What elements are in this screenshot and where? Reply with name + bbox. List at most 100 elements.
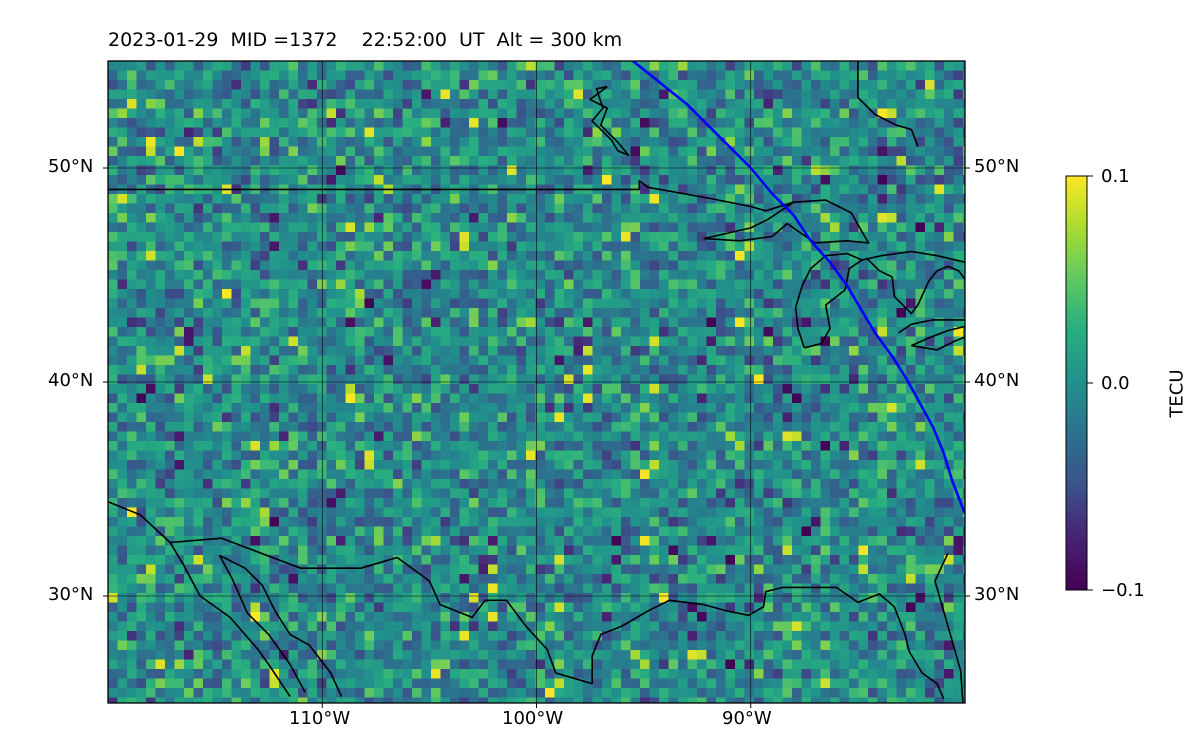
heatmap-cell (535, 327, 546, 337)
heatmap-cell (421, 564, 432, 575)
heatmap-cell (583, 89, 593, 100)
heatmap-cell (877, 118, 888, 128)
heatmap-cell (649, 574, 660, 584)
heatmap-cell (402, 536, 413, 546)
heatmap-cell (744, 251, 755, 261)
heatmap-cell (374, 412, 384, 423)
heatmap-cell (117, 127, 128, 138)
heatmap-cell (678, 422, 688, 432)
heatmap-cell (668, 232, 679, 242)
heatmap-cell (934, 118, 945, 128)
heatmap-cell (355, 545, 365, 556)
heatmap-cell (336, 545, 346, 556)
heatmap-cell (469, 460, 479, 470)
heatmap-cell (393, 393, 403, 404)
heatmap-cell (621, 479, 631, 489)
heatmap-cell (364, 422, 375, 432)
heatmap-cell (497, 118, 508, 128)
heatmap-cell (231, 175, 242, 185)
heatmap-cell (326, 108, 337, 119)
heatmap-cell (953, 279, 964, 290)
heatmap-cell (744, 469, 755, 480)
heatmap-cell (402, 479, 413, 489)
heatmap-cell (431, 460, 441, 470)
heatmap-cell (725, 165, 736, 176)
heatmap-cell (839, 355, 850, 366)
heatmap-cell (184, 308, 194, 318)
heatmap-cell (155, 251, 166, 261)
heatmap-cell (858, 270, 869, 280)
heatmap-cell (117, 270, 128, 280)
heatmap-cell (744, 289, 755, 299)
heatmap-cell (212, 260, 223, 271)
heatmap-cell (260, 308, 270, 318)
heatmap-cell (174, 374, 185, 385)
heatmap-cell (564, 431, 574, 442)
heatmap-cell (630, 441, 641, 451)
heatmap-cell (564, 156, 574, 166)
heatmap-cell (193, 232, 204, 242)
heatmap-cell (497, 441, 508, 451)
heatmap-cell (127, 232, 137, 242)
heatmap-cell (516, 384, 527, 394)
heatmap-cell (222, 479, 232, 489)
heatmap-cell (155, 118, 166, 128)
heatmap-cell (193, 61, 204, 71)
heatmap-cell (402, 298, 413, 309)
heatmap-cell (298, 422, 308, 432)
heatmap-cell (136, 431, 147, 442)
heatmap-cell (602, 526, 612, 537)
heatmap-cell (535, 127, 546, 138)
heatmap-cell (127, 137, 137, 147)
heatmap-cell (583, 118, 593, 128)
heatmap-cell (773, 384, 783, 394)
heatmap-cell (288, 403, 299, 413)
heatmap-cell (507, 156, 517, 166)
heatmap-cell (573, 450, 584, 461)
heatmap-cell (307, 574, 318, 584)
heatmap-cell (621, 346, 631, 356)
heatmap-cell (906, 555, 916, 565)
heatmap-cell (174, 80, 185, 90)
heatmap-cell (298, 127, 308, 138)
heatmap-cell (896, 203, 907, 214)
heatmap-cell (469, 108, 479, 119)
heatmap-cell (668, 469, 679, 480)
heatmap-cell (649, 507, 660, 518)
heatmap-cell (307, 479, 318, 489)
heatmap-cell (858, 460, 869, 470)
heatmap-cell (146, 488, 156, 499)
heatmap-cell (412, 545, 422, 556)
heatmap-cell (602, 308, 612, 318)
heatmap-cell (374, 308, 384, 318)
heatmap-cell (298, 555, 308, 565)
heatmap-cell (488, 289, 498, 299)
heatmap-cell (858, 70, 869, 81)
heatmap-cell (478, 260, 489, 271)
heatmap-cell (906, 460, 916, 470)
heatmap-cell (336, 213, 346, 223)
heatmap-cell (896, 564, 907, 575)
heatmap-cell (127, 99, 137, 109)
heatmap-cell (573, 317, 584, 328)
heatmap-cell (203, 146, 213, 157)
heatmap-cell (545, 555, 555, 565)
heatmap-cell (820, 118, 831, 128)
heatmap-cell (820, 203, 831, 214)
heatmap-cell (877, 156, 888, 166)
heatmap-cell (792, 203, 802, 214)
heatmap-cell (298, 156, 308, 166)
heatmap-cell (231, 555, 242, 565)
heatmap-cell (706, 517, 717, 527)
heatmap-cell (668, 70, 679, 81)
heatmap-cell (421, 232, 432, 242)
heatmap-cell (697, 99, 707, 109)
heatmap-cell (545, 146, 555, 157)
heatmap-cell (944, 108, 954, 119)
heatmap-cell (649, 289, 660, 299)
heatmap-cell (355, 507, 365, 518)
heatmap-cell (298, 99, 308, 109)
heatmap-cell (440, 89, 451, 100)
heatmap-cell (497, 422, 508, 432)
heatmap-cell (782, 251, 793, 261)
